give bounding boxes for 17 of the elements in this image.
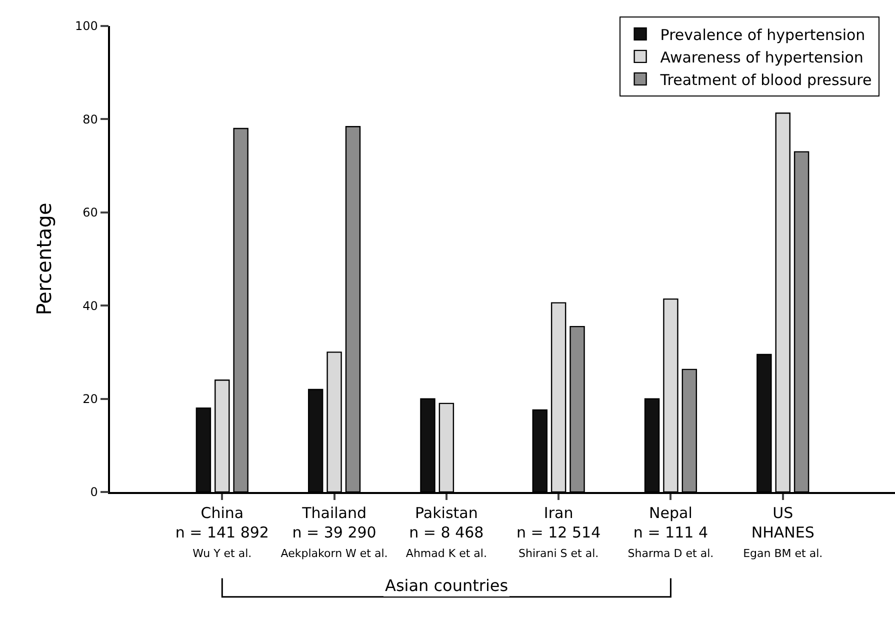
y-tick-label: 20 — [82, 392, 98, 406]
x-tick-label: Nepal n = 111 4 Sharma D et al. — [628, 504, 714, 560]
y-tick-label: 40 — [82, 298, 98, 313]
y-tick-label: 0 — [90, 485, 98, 500]
y-tick-label: 80 — [82, 112, 98, 126]
x-tick-label: China n = 141 892 Wu Y et al. — [175, 504, 269, 560]
x-tick-label: Thailand n = 39 290 Aekplakorn W et al. — [280, 504, 388, 560]
y-tick-label: 60 — [82, 206, 98, 220]
x-tick-label: Iran n = 12 514 Shirani S et al. — [516, 504, 601, 560]
x-tick-label: Pakistan n = 8 468 Ahmad K et al. — [406, 504, 487, 560]
legend-label: Awareness of hypertension — [660, 48, 864, 66]
y-axis-title: Percentage — [32, 202, 56, 316]
x-tick-label: US NHANES Egan BM et al. — [743, 504, 823, 560]
legend-label: Treatment of blood pressure — [659, 70, 872, 89]
text: Asian countries — [385, 576, 508, 595]
y-tick-label: 100 — [74, 19, 98, 34]
legend-label: Prevalence of hypertension — [660, 26, 866, 44]
